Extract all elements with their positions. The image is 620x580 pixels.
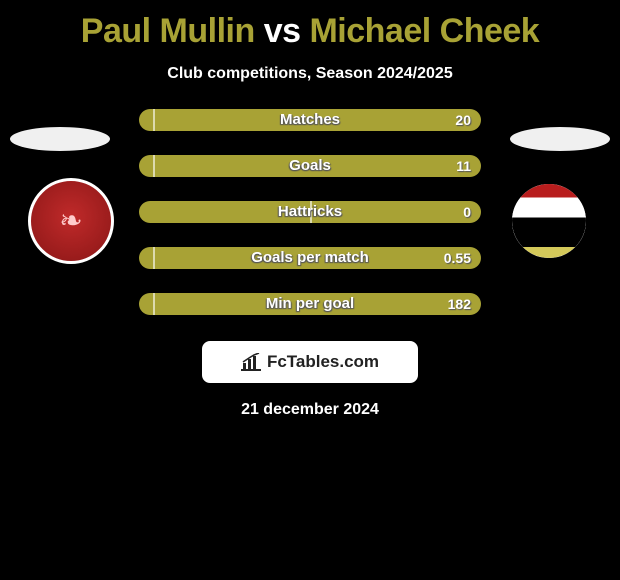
bar-row: Goals 11 [139,155,481,177]
footer-date: 21 december 2024 [0,401,620,419]
bar-right-value: 11 [456,155,471,177]
bar-right-value: 0 [463,201,471,223]
bar-label: Matches [139,109,481,131]
bar-right-value: 0.55 [444,247,471,269]
page-title: Paul Mullin vs Michael Cheek [0,0,620,51]
comparison-bars: Matches 20 Goals 11 Hattricks 0 Goals pe… [139,109,481,315]
vs-text: vs [264,12,301,50]
player1-name: Paul Mullin [81,12,255,50]
bar-label: Hattricks [139,201,481,223]
club-crest-left: ❧ [28,178,114,264]
bar-label: Goals [139,155,481,177]
bar-right-value: 20 [455,109,471,131]
bar-chart-icon [241,353,261,371]
brand-text: FcTables.com [267,352,379,372]
subtitle: Club competitions, Season 2024/2025 [0,65,620,83]
avatar-right [510,127,610,151]
shrimp-icon: ❧ [49,199,93,243]
bar-row: Goals per match 0.55 [139,247,481,269]
bar-label: Min per goal [139,293,481,315]
club-crest-right [506,178,592,264]
brand-box: FcTables.com [202,341,418,383]
player2-name: Michael Cheek [309,12,539,50]
bar-label: Goals per match [139,247,481,269]
bar-right-value: 182 [448,293,471,315]
avatar-left [10,127,110,151]
crest-right-shield [512,184,586,258]
bar-row: Matches 20 [139,109,481,131]
bar-row: Min per goal 182 [139,293,481,315]
bar-row: Hattricks 0 [139,201,481,223]
